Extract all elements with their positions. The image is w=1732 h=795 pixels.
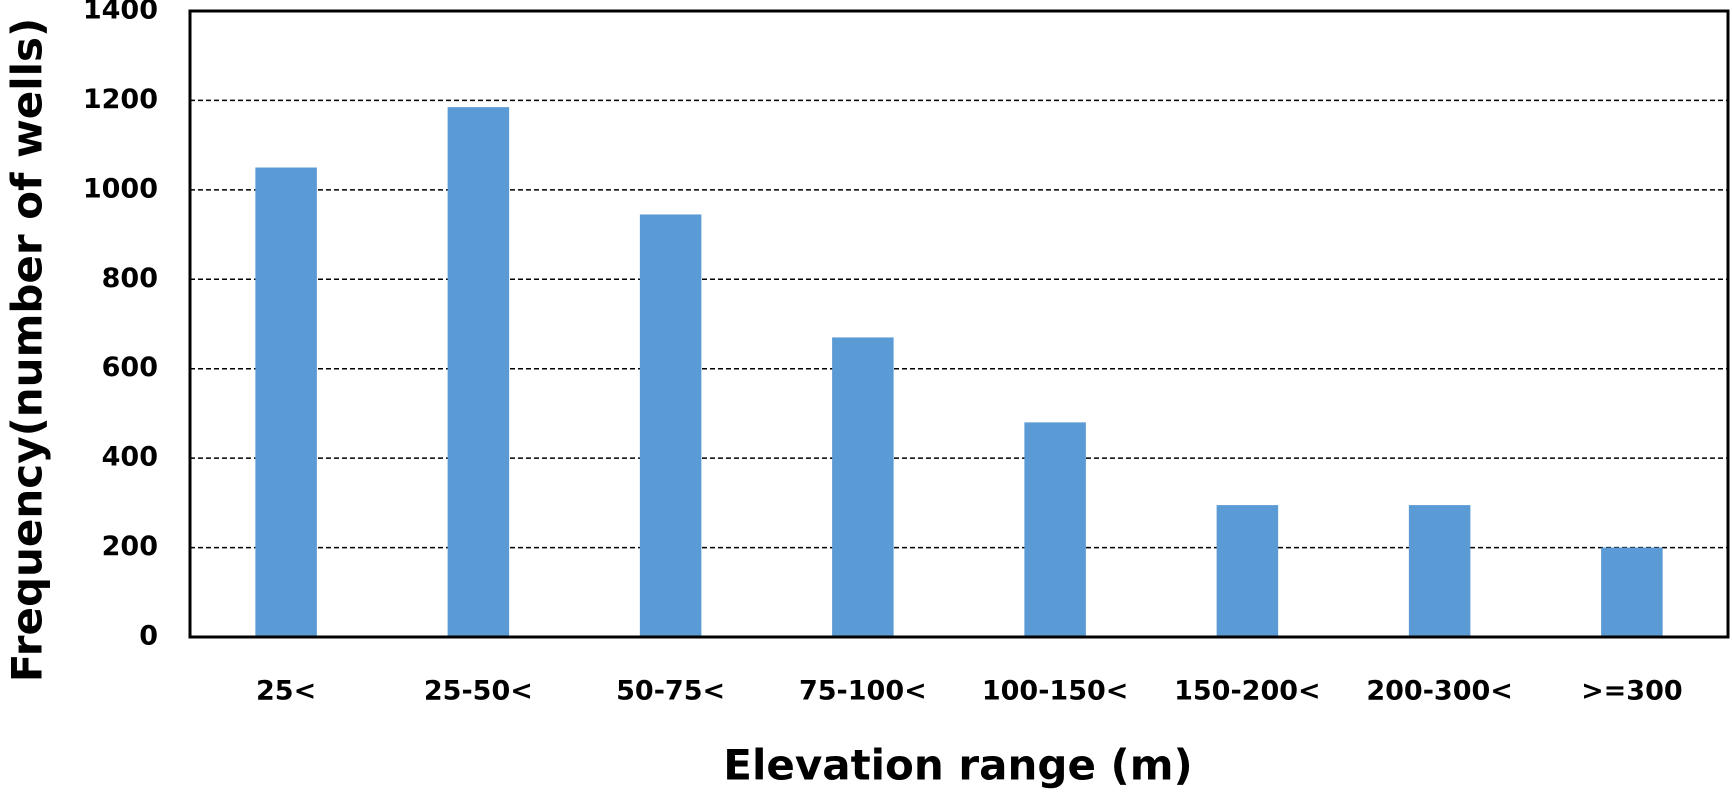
x-tick-label: 75-100< [799, 676, 927, 707]
y-axis-label: Frequency(number of wells) [3, 18, 52, 683]
x-tick-label: >=300 [1581, 676, 1683, 707]
bar [1408, 505, 1471, 637]
x-tick-label: 25< [256, 676, 316, 707]
x-tick-label: 50-75< [616, 676, 725, 707]
y-tick-label: 1400 [83, 0, 158, 26]
bar [639, 214, 702, 637]
x-tick-label: 100-150< [982, 676, 1129, 707]
bar [832, 337, 894, 637]
x-axis-label: Elevation range (m) [723, 741, 1192, 790]
y-tick-label: 800 [102, 263, 158, 294]
y-tick-label: 1000 [83, 173, 158, 204]
bar [1601, 547, 1663, 637]
y-tick-label: 600 [102, 352, 158, 383]
x-tick-label: 150-200< [1174, 676, 1321, 707]
bar [1216, 505, 1279, 637]
y-tick-label: 200 [102, 531, 158, 562]
y-tick-label: 0 [139, 621, 158, 652]
plot-frame [188, 9, 1730, 639]
bar [1024, 422, 1086, 637]
y-tick-label: 400 [102, 442, 158, 473]
x-tick-label: 200-300< [1366, 676, 1513, 707]
bar [447, 107, 510, 637]
x-tick-label: 25-50< [424, 676, 533, 707]
y-tick-label: 1200 [83, 84, 158, 115]
bar [255, 167, 317, 637]
